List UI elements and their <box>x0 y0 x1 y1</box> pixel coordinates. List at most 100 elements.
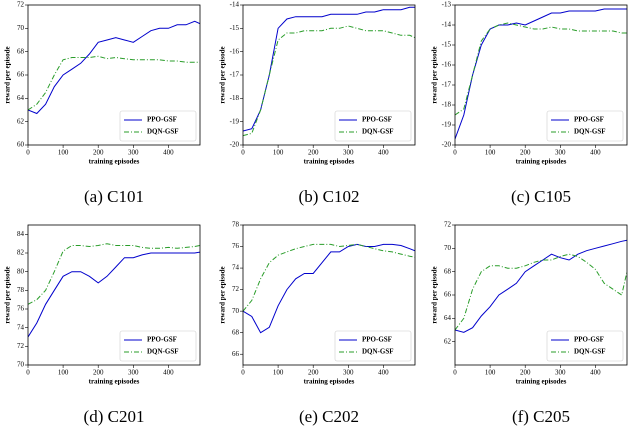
x-tick-label: 0 <box>241 149 245 157</box>
y-tick-label: 60 <box>17 141 25 149</box>
x-tick-label: 400 <box>590 149 601 157</box>
legend: PPO-GSF DQN-GSF <box>546 330 624 362</box>
x-axis-label: training episodes <box>89 158 140 166</box>
y-tick-label: 78 <box>232 221 240 229</box>
series-line <box>455 239 627 333</box>
x-tick-label: 0 <box>26 369 30 377</box>
y-tick-label: -19 <box>442 121 452 129</box>
series-line <box>243 243 415 334</box>
y-axis-label: reward per episode <box>219 46 227 103</box>
y-tick-label: 68 <box>444 267 452 275</box>
legend-label: DQN-GSF <box>574 128 606 136</box>
y-tick-label: 72 <box>17 342 25 350</box>
series-line <box>243 243 415 312</box>
subplot: 60 62 64 66 68 70 72 0 100 200 300 400 training epis… <box>4 1 201 206</box>
y-tick-label: 62 <box>444 337 452 345</box>
y-axis-label: reward per episode <box>4 46 12 103</box>
series-line <box>28 243 200 305</box>
legend-label: DQN-GSF <box>147 348 179 356</box>
x-tick-label: 200 <box>308 369 319 377</box>
series-line <box>455 8 627 140</box>
x-axis-label: training episodes <box>89 378 140 386</box>
y-tick-label: 62 <box>17 117 25 125</box>
y-axis-label: reward per episode <box>431 46 439 103</box>
x-tick-label: 400 <box>378 369 389 377</box>
y-tick-label: 76 <box>232 242 240 250</box>
legend-label: DQN-GSF <box>147 128 179 136</box>
y-tick-label: -14 <box>442 21 452 29</box>
y-tick-label: -16 <box>230 47 240 55</box>
legend-label: PPO-GSF <box>147 336 177 344</box>
legend-box <box>546 110 624 142</box>
x-tick-label: 400 <box>590 369 601 377</box>
y-tick-label: 84 <box>17 230 25 238</box>
y-tick-label: 72 <box>17 1 25 9</box>
x-tick-label: 200 <box>93 149 104 157</box>
x-tick-label: 200 <box>520 369 531 377</box>
legend: PPO-GSF DQN-GSF <box>119 110 197 142</box>
y-tick-label: 70 <box>232 307 240 315</box>
x-tick-label: 100 <box>485 369 496 377</box>
x-axis-label: training episodes <box>304 158 355 166</box>
legend-label: DQN-GSF <box>574 348 606 356</box>
caption: (e) C202 <box>299 407 359 426</box>
series-line <box>243 25 415 137</box>
x-tick-label: 300 <box>128 149 139 157</box>
subplot: 66 68 70 72 74 76 78 0 100 200 300 400 training epis… <box>219 221 416 426</box>
legend-box <box>334 330 412 362</box>
y-tick-label: -18 <box>230 94 240 102</box>
series-line <box>28 55 200 111</box>
x-tick-label: 200 <box>308 149 319 157</box>
y-tick-label: -15 <box>230 24 240 32</box>
x-tick-label: 0 <box>241 369 245 377</box>
x-tick-label: 300 <box>343 369 354 377</box>
subplot: 62 64 66 68 70 72 0 100 200 300 400 training episod… <box>431 221 628 426</box>
subplot: -20 -19 -18 -17 -16 -15 -14 0 100 200 300 400 traini… <box>219 1 416 206</box>
caption: (c) C105 <box>511 187 571 206</box>
legend-label: PPO-GSF <box>362 116 392 124</box>
x-tick-label: 300 <box>555 369 566 377</box>
plot-frame <box>454 4 628 146</box>
y-tick-label: -13 <box>442 1 452 9</box>
x-tick-label: 100 <box>58 149 69 157</box>
legend: PPO-GSF DQN-GSF <box>546 110 624 142</box>
y-tick-label: -16 <box>442 61 452 69</box>
y-tick-label: 74 <box>232 264 240 272</box>
y-tick-label: 70 <box>17 24 25 32</box>
x-tick-label: 100 <box>485 149 496 157</box>
x-tick-label: 100 <box>58 369 69 377</box>
y-tick-label: -14 <box>230 1 240 9</box>
caption: (a) C101 <box>84 187 144 206</box>
series-line <box>243 6 415 132</box>
x-tick-label: 300 <box>343 149 354 157</box>
x-tick-label: 100 <box>273 149 284 157</box>
series-line <box>455 253 627 331</box>
x-tick-label: 200 <box>93 369 104 377</box>
y-tick-label: -20 <box>442 141 452 149</box>
x-tick-label: 300 <box>128 369 139 377</box>
y-tick-label: 72 <box>232 285 240 293</box>
x-tick-label: 300 <box>555 149 566 157</box>
legend-label: DQN-GSF <box>362 348 394 356</box>
y-tick-label: 64 <box>17 94 25 102</box>
legend: PPO-GSF DQN-GSF <box>119 330 197 362</box>
subplot: 70 72 74 76 78 80 82 84 0 100 200 300 400 training ep… <box>4 224 201 426</box>
legend: PPO-GSF DQN-GSF <box>334 110 412 142</box>
legend-label: PPO-GSF <box>574 336 604 344</box>
legend-label: DQN-GSF <box>362 128 394 136</box>
y-tick-label: 82 <box>17 249 25 257</box>
y-tick-label: -19 <box>230 117 240 125</box>
x-tick-label: 0 <box>26 149 30 157</box>
x-axis-label: training episodes <box>516 378 567 386</box>
y-tick-label: 76 <box>17 305 25 313</box>
x-tick-label: 0 <box>453 369 457 377</box>
series-line <box>28 251 200 338</box>
y-tick-label: -15 <box>442 41 452 49</box>
y-tick-label: 70 <box>444 244 452 252</box>
y-tick-label: 74 <box>17 323 25 331</box>
x-tick-label: 100 <box>273 369 284 377</box>
y-tick-label: 78 <box>17 286 25 294</box>
x-tick-label: 0 <box>453 149 457 157</box>
y-tick-label: 68 <box>17 47 25 55</box>
